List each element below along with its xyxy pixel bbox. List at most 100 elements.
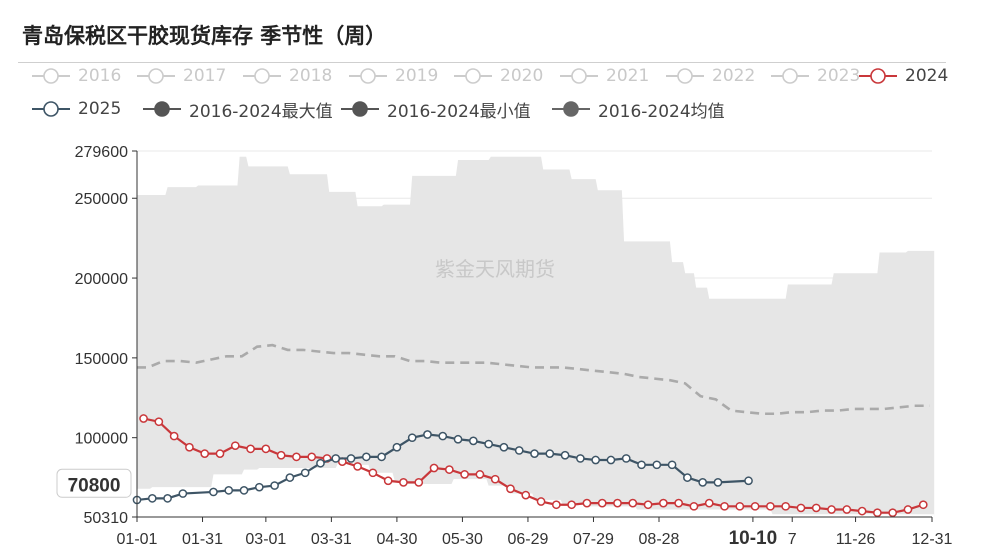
x-tick-label-highlight: 10-10: [729, 528, 778, 549]
point-2025: [316, 458, 325, 468]
series-line-2024: [143, 417, 924, 514]
point-2024: [567, 500, 576, 510]
point-2024: [536, 497, 546, 506]
x-tick-label: 11-26: [836, 531, 876, 548]
point-2024: [414, 478, 424, 487]
legend-item-2016-2024均值[interactable]: 2016-2024均值: [550, 97, 725, 122]
y-tick-label: 150000: [75, 351, 128, 368]
point-2024: [796, 503, 806, 513]
point-2024: [888, 508, 898, 518]
y-tick-label: 100000: [75, 431, 128, 448]
legend-item-2018[interactable]: 2018: [241, 64, 332, 88]
y-highlight-box: [56, 468, 132, 498]
point-2024: [261, 444, 271, 454]
legend-item-2020[interactable]: 2020: [452, 64, 543, 88]
point-2024: [399, 478, 408, 487]
x-tick-label: 06-29: [507, 531, 548, 548]
point-2024: [307, 452, 317, 462]
x-tick-label: 03-01: [245, 531, 286, 548]
point-2024: [490, 474, 500, 484]
legend-item-2016-2024最小值[interactable]: 2016-2024最小值: [339, 97, 531, 122]
x-tick-label: 12-31: [912, 531, 953, 548]
point-2024: [857, 506, 867, 516]
legend-marker-icon: [454, 68, 492, 84]
legend-marker-icon: [349, 68, 387, 84]
point-2025: [209, 487, 218, 497]
point-2025: [423, 430, 432, 439]
point-2024: [597, 498, 607, 508]
legend-label: 2016-2024最小值: [387, 101, 531, 122]
point-2024: [368, 468, 378, 478]
point-2024: [674, 498, 683, 508]
point-2025: [331, 454, 341, 463]
point-2025: [254, 482, 264, 492]
point-2025: [667, 460, 677, 470]
point-2025: [377, 452, 386, 462]
point-2024: [185, 442, 194, 452]
point-2024: [827, 505, 836, 514]
point-2025: [576, 454, 585, 463]
point-2024: [720, 501, 729, 511]
point-2024: [154, 417, 164, 427]
point-2024: [169, 431, 179, 441]
legend-item-2016-2024最大值[interactable]: 2016-2024最大值: [141, 97, 333, 122]
legend-label: 2016: [78, 66, 122, 86]
point-2024: [139, 414, 148, 423]
legend-item-2025[interactable]: 2025: [30, 97, 121, 121]
point-2025: [514, 446, 524, 455]
point-2025: [438, 431, 448, 441]
x-tick-label: 05-30: [442, 531, 483, 548]
point-2024: [460, 470, 469, 479]
legend-item-2023[interactable]: 2023: [769, 64, 860, 88]
point-2025: [621, 454, 631, 463]
point-2025: [606, 455, 616, 465]
point-2024: [215, 449, 225, 458]
point-2024: [200, 449, 210, 458]
point-2025: [560, 450, 570, 460]
legend-item-2024[interactable]: 2024: [857, 64, 948, 88]
x-tick-label: 08-28: [639, 531, 680, 548]
point-2025: [698, 478, 708, 487]
point-2024: [613, 498, 622, 508]
y-highlight-label: 70800: [68, 475, 121, 496]
x-tick-label: 01-01: [117, 531, 158, 548]
x-tick-label: 01-31: [182, 531, 223, 548]
y-tick-label: 50310: [84, 510, 129, 527]
point-2024: [918, 500, 928, 510]
legend-marker-icon: [32, 101, 70, 117]
legend-marker-icon: [552, 101, 590, 117]
series-max-area: [137, 156, 935, 517]
point-2025: [407, 433, 417, 443]
point-2024: [750, 501, 760, 511]
point-2025: [683, 473, 692, 482]
point-2025: [285, 473, 295, 482]
point-2025: [392, 442, 402, 452]
legend-item-2017[interactable]: 2017: [135, 64, 226, 88]
point-2024: [659, 498, 668, 508]
chart-title: 青岛保税区干胶现货库存 季节性（周）: [22, 24, 387, 48]
point-2025: [468, 436, 478, 446]
legend-label: 2022: [712, 66, 756, 86]
x-tick-label: 04-30: [376, 531, 417, 548]
legend-marker-icon: [859, 68, 897, 84]
y-tick-label: 250000: [75, 191, 128, 208]
point-2025: [346, 454, 356, 463]
legend-label: 2025: [78, 99, 122, 119]
legend-marker-icon: [143, 101, 181, 117]
point-2024: [781, 501, 791, 511]
legend-item-2021[interactable]: 2021: [558, 64, 649, 88]
legend-label: 2017: [183, 66, 227, 86]
series-min-area: [137, 463, 935, 517]
x-tick-label: 07-29: [573, 531, 614, 548]
legend-item-2016[interactable]: 2016: [30, 64, 121, 88]
point-2024: [766, 501, 775, 511]
point-2025: [744, 476, 753, 486]
point-2024: [429, 463, 439, 473]
legend-marker-icon: [341, 101, 379, 117]
point-2024: [444, 465, 454, 474]
series-mean-line: [137, 343, 930, 416]
point-2024: [551, 500, 561, 510]
legend-item-2019[interactable]: 2019: [347, 64, 438, 88]
legend-item-2022[interactable]: 2022: [664, 64, 755, 88]
